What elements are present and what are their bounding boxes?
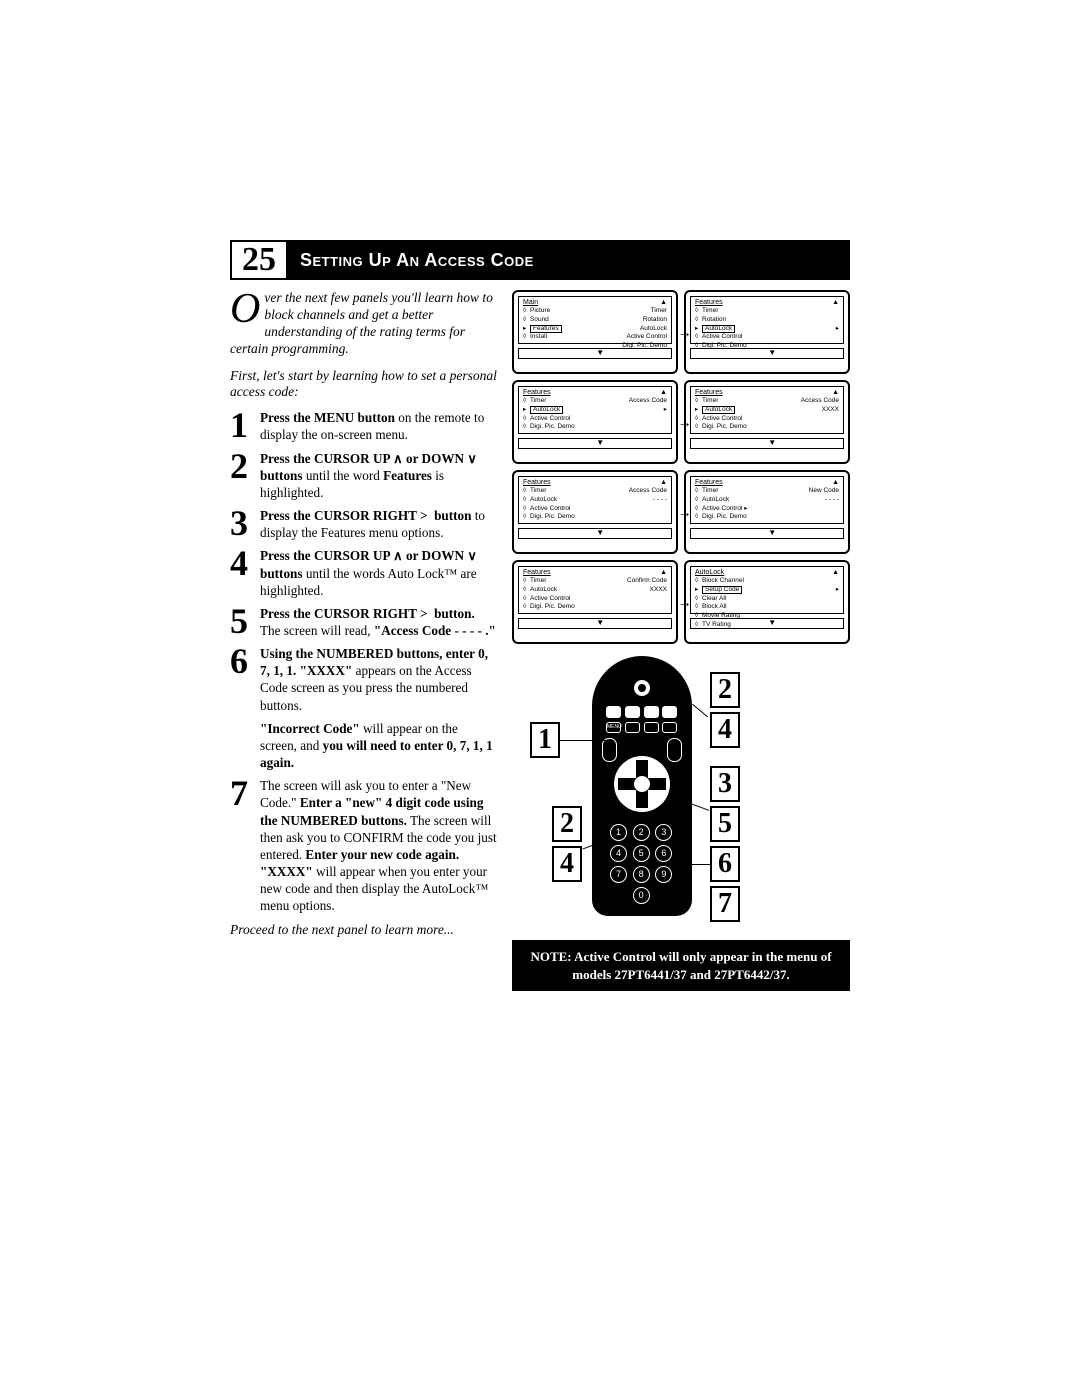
steps-list: 1Press the MENU button on the remote to … [230,409,498,914]
callout-2: 2 [710,672,740,708]
callout-3: 3 [710,766,740,802]
remote-top-buttons [606,706,678,718]
remote-mid-buttons: MENU [606,722,678,733]
intro-paragraph: O ver the next few panels you'll learn h… [230,290,498,358]
step: 6Using the NUMBERED buttons, enter 0, 7,… [230,645,498,714]
tv-screen: Main▲◊PictureTimer◊SoundRotation▸Feature… [512,290,678,374]
step-number: 1 [230,409,260,443]
callout-line [560,740,606,741]
step-number: 3 [230,507,260,541]
ch-rocker [667,738,682,762]
step-text: Press the CURSOR UP ∧ or DOWN ∨ buttons … [260,450,498,501]
dpad [614,756,670,812]
step: 4Press the CURSOR UP ∧ or DOWN ∨ buttons… [230,547,498,598]
tv-screen: AutoLock▲◊Block Channel▸Setup Code▸◊Clea… [684,560,850,644]
step-number: 5 [230,605,260,639]
step-text: Press the CURSOR RIGHT > button to displ… [260,507,498,541]
tv-screens-grid: → → → → Main▲◊PictureTimer◊SoundRotation… [512,290,850,644]
tv-screen: Features▲◊TimerAccess Code▸AutoLockXXXX◊… [684,380,850,464]
step: 5Press the CURSOR RIGHT > button. The sc… [230,605,498,639]
page-title: Setting Up An Access Code [288,240,850,280]
tv-screen: Features▲◊Timer◊Rotation▸AutoLock▸◊Activ… [684,290,850,374]
note-box: NOTE: Active Control will only appear in… [512,940,850,991]
step-more: "Incorrect Code" will appear on the scre… [260,720,498,771]
intro-sub: First, let's start by learning how to se… [230,368,498,402]
callout-4: 4 [710,712,740,748]
tv-screen: Features▲◊TimerAccess Code◊AutoLock- - -… [512,470,678,554]
callout-7: 7 [710,886,740,922]
outro-text: Proceed to the next panel to learn more.… [230,922,498,939]
remote-illustration: MENU 1234567890 1 2 4 2 4 3 5 6 7 [512,656,850,936]
step-text: Press the MENU button on the remote to d… [260,409,498,443]
callout-line [680,864,710,865]
number-pad: 1234567890 [610,824,674,904]
manual-page: 25 Setting Up An Access Code O ver the n… [230,240,850,991]
tv-screen: Features▲◊TimerNew Code◊AutoLock- - - -◊… [684,470,850,554]
step-text: Press the CURSOR RIGHT > button. The scr… [260,605,498,639]
remote-body: MENU 1234567890 [592,656,692,916]
step: 3Press the CURSOR RIGHT > button to disp… [230,507,498,541]
step-number: 6 [230,645,260,714]
callout-5: 5 [710,806,740,842]
step-text: The screen will ask you to enter a "New … [260,777,498,914]
step-number: 7 [230,777,260,914]
page-header: 25 Setting Up An Access Code [230,240,850,280]
illustrations-column: → → → → Main▲◊PictureTimer◊SoundRotation… [512,290,850,991]
callout-6: 6 [710,846,740,882]
callout-4b: 4 [552,846,582,882]
instructions-column: O ver the next few panels you'll learn h… [230,290,498,991]
step-text: Using the NUMBERED buttons, enter 0, 7, … [260,645,498,714]
tv-screen: Features▲◊TimerConfirm Code◊AutoLockXXXX… [512,560,678,644]
step-number: 4 [230,547,260,598]
tv-screen: Features▲◊TimerAccess Code▸AutoLock▸◊Act… [512,380,678,464]
callout-1: 1 [530,722,560,758]
step: 7The screen will ask you to enter a "New… [230,777,498,914]
drop-cap: O [230,292,260,326]
step: 1Press the MENU button on the remote to … [230,409,498,443]
step: 2Press the CURSOR UP ∧ or DOWN ∨ buttons… [230,450,498,501]
step-number: 2 [230,450,260,501]
vol-rocker [602,738,617,762]
step-text: Press the CURSOR UP ∧ or DOWN ∨ buttons … [260,547,498,598]
callout-line [692,704,708,718]
power-icon [634,680,650,696]
page-number: 25 [230,240,288,280]
callout-2b: 2 [552,806,582,842]
intro-text: ver the next few panels you'll learn how… [230,290,493,356]
